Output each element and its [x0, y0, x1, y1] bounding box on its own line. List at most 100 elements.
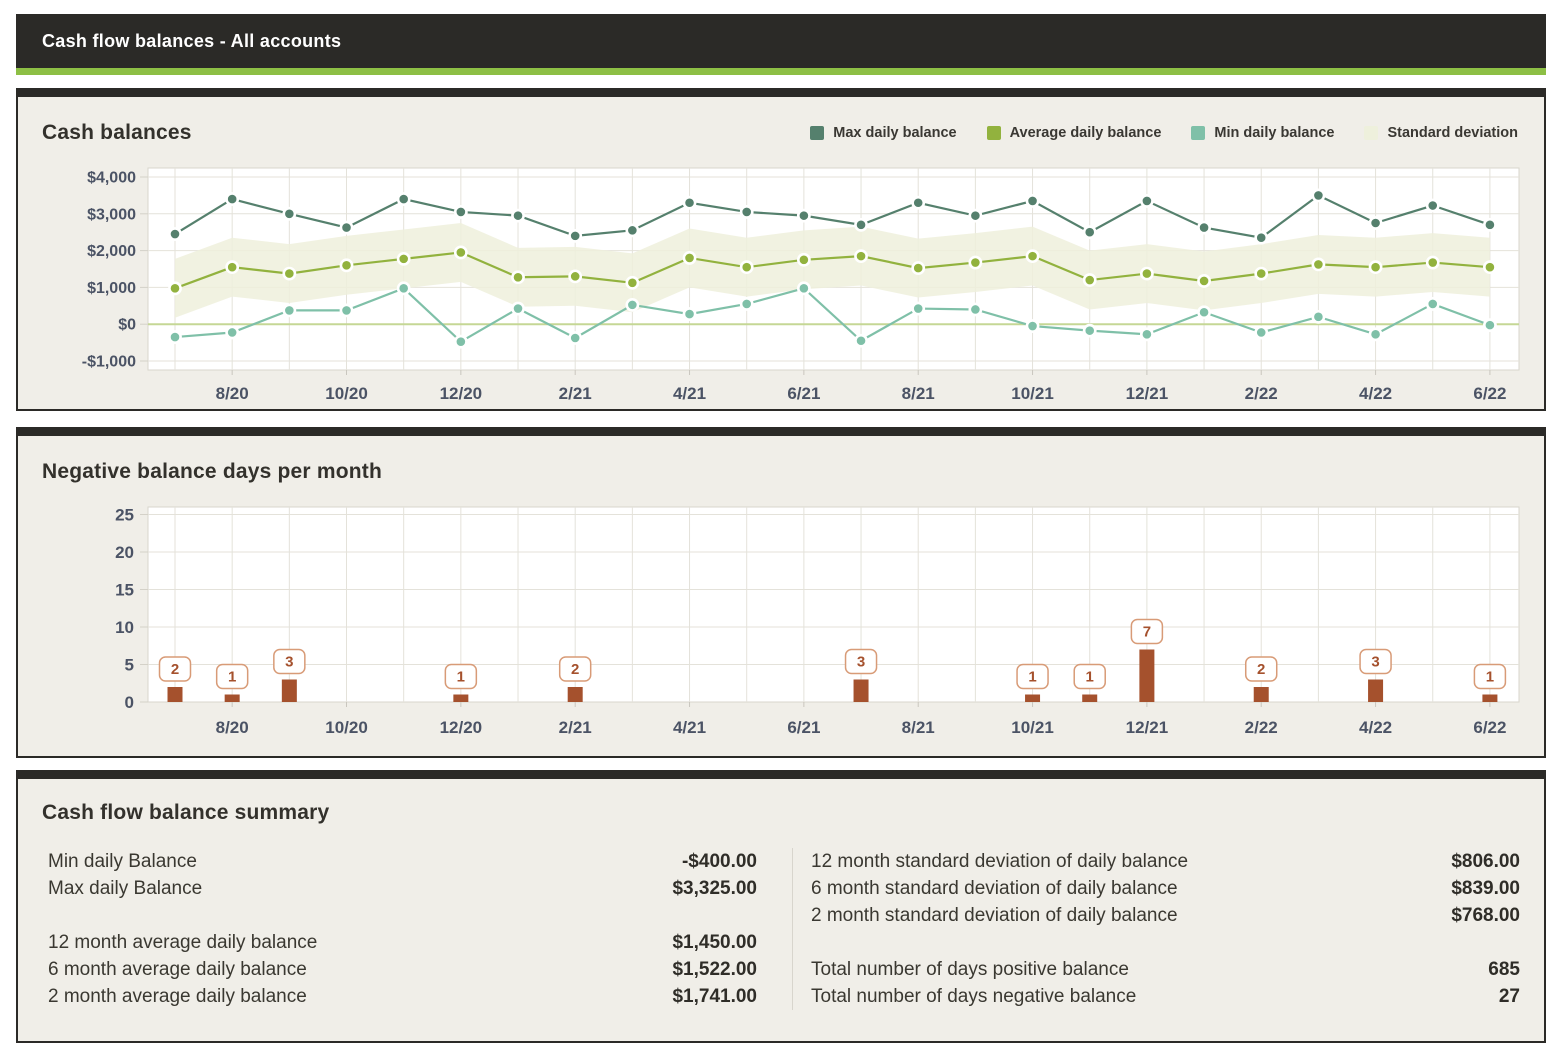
data-point[interactable]: [911, 301, 926, 316]
data-point[interactable]: [453, 334, 468, 349]
data-point[interactable]: [968, 255, 983, 270]
data-point[interactable]: [1311, 309, 1326, 324]
data-point[interactable]: [511, 270, 525, 285]
data-point[interactable]: [1483, 318, 1497, 333]
summary-row-right-5: Total number of days negative balance 27: [811, 983, 1520, 1010]
bar[interactable]: [567, 687, 583, 702]
data-point[interactable]: [339, 258, 354, 273]
legend-item-2[interactable]: Min daily balance: [1191, 125, 1334, 141]
x-axis-tick-label: 8/20: [216, 718, 249, 737]
x-axis-tick-label: 8/21: [902, 718, 935, 737]
data-point[interactable]: [1254, 230, 1269, 245]
data-point[interactable]: [796, 208, 811, 223]
data-point[interactable]: [911, 195, 926, 210]
data-point[interactable]: [1425, 255, 1440, 270]
data-point[interactable]: [1197, 274, 1211, 288]
bar-value-label: 2: [571, 661, 579, 678]
data-point[interactable]: [625, 297, 640, 312]
data-point[interactable]: [339, 220, 354, 235]
data-point[interactable]: [225, 260, 240, 275]
data-point[interactable]: [1368, 327, 1383, 342]
data-point[interactable]: [168, 330, 182, 344]
data-point[interactable]: [796, 281, 811, 296]
data-point[interactable]: [968, 302, 983, 317]
data-point[interactable]: [1254, 325, 1269, 340]
bar[interactable]: [1482, 694, 1498, 703]
data-point[interactable]: [911, 261, 926, 275]
bar[interactable]: [1025, 694, 1041, 703]
data-point[interactable]: [682, 195, 697, 210]
data-point[interactable]: [1368, 216, 1383, 230]
data-point[interactable]: [568, 269, 583, 284]
data-point[interactable]: [1254, 266, 1269, 281]
data-point[interactable]: [168, 281, 182, 296]
x-axis-tick-label: 4/21: [673, 384, 706, 403]
bar[interactable]: [1082, 694, 1098, 703]
data-point[interactable]: [1082, 323, 1097, 338]
data-point[interactable]: [453, 245, 468, 260]
bar-value-label: 1: [1086, 669, 1094, 686]
bar[interactable]: [167, 687, 183, 702]
data-point[interactable]: [682, 307, 697, 321]
data-point[interactable]: [453, 205, 468, 219]
bar[interactable]: [1368, 679, 1384, 703]
data-point[interactable]: [568, 228, 583, 243]
bar-value-label: 3: [1371, 654, 1379, 671]
data-point[interactable]: [625, 275, 640, 290]
data-point[interactable]: [1483, 217, 1497, 232]
data-point[interactable]: [1139, 266, 1154, 281]
data-point[interactable]: [1197, 305, 1211, 320]
data-point[interactable]: [396, 192, 411, 206]
x-axis-tick-label: 2/22: [1245, 384, 1278, 403]
data-point[interactable]: [1025, 319, 1040, 333]
data-point[interactable]: [282, 206, 297, 221]
data-point[interactable]: [1425, 198, 1440, 213]
bar[interactable]: [453, 694, 469, 703]
data-point[interactable]: [1311, 257, 1326, 272]
data-point[interactable]: [396, 251, 411, 266]
data-point[interactable]: [1368, 260, 1383, 275]
data-point[interactable]: [225, 192, 240, 206]
data-point[interactable]: [568, 331, 583, 345]
data-point[interactable]: [796, 252, 811, 267]
legend-item-3[interactable]: Standard deviation: [1364, 125, 1518, 141]
data-point[interactable]: [1139, 327, 1154, 342]
bar[interactable]: [224, 694, 240, 703]
bar[interactable]: [853, 679, 869, 703]
data-point[interactable]: [339, 303, 354, 318]
data-point[interactable]: [854, 249, 868, 264]
data-point[interactable]: [682, 251, 697, 265]
legend-item-0[interactable]: Max daily balance: [810, 125, 957, 141]
data-point[interactable]: [1483, 260, 1497, 275]
data-point[interactable]: [1425, 297, 1440, 311]
data-point[interactable]: [511, 208, 525, 223]
data-point[interactable]: [739, 260, 754, 275]
data-point[interactable]: [282, 266, 297, 281]
data-point[interactable]: [1311, 188, 1326, 203]
data-point[interactable]: [225, 325, 240, 340]
data-point[interactable]: [282, 303, 297, 318]
bar-value-label: 2: [1257, 661, 1265, 678]
data-point[interactable]: [625, 223, 640, 238]
bar[interactable]: [1139, 649, 1155, 703]
data-point[interactable]: [168, 227, 182, 241]
data-point[interactable]: [854, 217, 868, 232]
data-point[interactable]: [511, 301, 525, 316]
legend-item-1[interactable]: Average daily balance: [986, 125, 1161, 141]
data-point[interactable]: [396, 281, 411, 296]
bar[interactable]: [281, 679, 297, 703]
data-point[interactable]: [854, 333, 868, 348]
data-point[interactable]: [1139, 194, 1154, 208]
data-point[interactable]: [1082, 225, 1097, 240]
data-point[interactable]: [1025, 249, 1040, 264]
bar[interactable]: [1253, 687, 1269, 702]
data-point[interactable]: [968, 208, 983, 223]
summary-row-value: $3,325.00: [672, 877, 757, 899]
data-point[interactable]: [1197, 220, 1211, 235]
data-point[interactable]: [739, 205, 754, 219]
data-point[interactable]: [1025, 194, 1040, 208]
data-point[interactable]: [1082, 273, 1097, 287]
y-axis-tick-label: 15: [115, 581, 134, 600]
data-point[interactable]: [739, 297, 754, 311]
